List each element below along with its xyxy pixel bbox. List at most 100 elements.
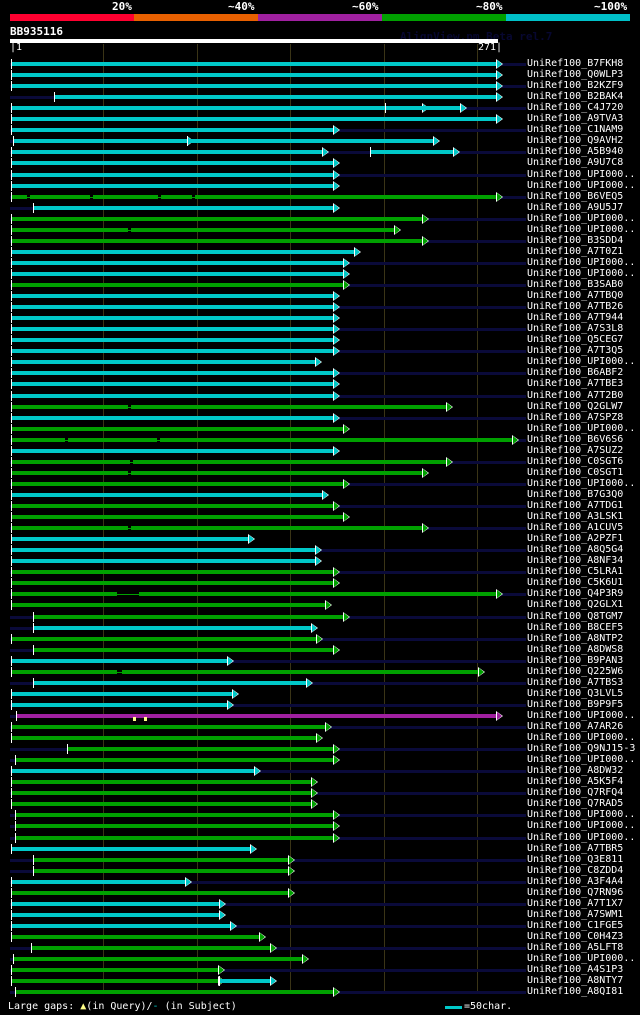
hit-label[interactable]: UniRef100_A7SPZ8 xyxy=(527,412,624,423)
hit-label[interactable]: UniRef100_B9P9F5 xyxy=(527,699,624,710)
hit-row[interactable]: UniRef100_B6ABF2 xyxy=(0,367,640,379)
hit-row[interactable]: UniRef100_UPI000.. xyxy=(0,809,640,821)
hit-label[interactable]: UniRef100_A8QI81 xyxy=(527,986,624,997)
hit-row[interactable]: UniRef100_A7T1X7 xyxy=(0,898,640,910)
hit-label[interactable]: UniRef100_UPI000.. xyxy=(527,268,636,279)
hit-row[interactable]: UniRef100_A1CUV5 xyxy=(0,522,640,534)
hit-row[interactable]: UniRef100_Q5CEG7 xyxy=(0,334,640,346)
hit-label[interactable]: UniRef100_UPI000.. xyxy=(527,832,636,843)
hit-row[interactable]: UniRef100_Q8TGM7 xyxy=(0,611,640,623)
hit-label[interactable]: UniRef100_A7T0Z1 xyxy=(527,246,624,257)
hit-label[interactable]: UniRef100_A3F4A4 xyxy=(527,876,624,887)
hit-label[interactable]: UniRef100_UPI000.. xyxy=(527,732,636,743)
hit-label[interactable]: UniRef100_C1NAM9 xyxy=(527,124,624,135)
hit-label[interactable]: UniRef100_A5LFT8 xyxy=(527,942,624,953)
hit-row[interactable]: UniRef100_A7T944 xyxy=(0,312,640,324)
hit-row[interactable]: UniRef100_C5LRA1 xyxy=(0,566,640,578)
hit-row[interactable]: UniRef100_UPI000.. xyxy=(0,820,640,832)
hit-row[interactable]: UniRef100_B6V6S6 xyxy=(0,434,640,446)
hit-row[interactable]: UniRef100_A7SUZ2 xyxy=(0,445,640,457)
hit-row[interactable]: UniRef100_A7AR26 xyxy=(0,721,640,733)
hit-row[interactable]: UniRef100_A8Q5G4 xyxy=(0,544,640,556)
hit-label[interactable]: UniRef100_UPI000.. xyxy=(527,953,636,964)
hit-row[interactable]: UniRef100_C0H4Z3 xyxy=(0,931,640,943)
hit-row[interactable]: UniRef100_A7SWM1 xyxy=(0,909,640,921)
hit-label[interactable]: UniRef100_UPI000.. xyxy=(527,180,636,191)
hit-label[interactable]: UniRef100_A7TBR5 xyxy=(527,843,624,854)
hit-row[interactable]: UniRef100_A3F4A4 xyxy=(0,876,640,888)
hit-label[interactable]: UniRef100_UPI000.. xyxy=(527,820,636,831)
hit-label[interactable]: UniRef100_Q4P3R9 xyxy=(527,588,624,599)
hit-row[interactable]: UniRef100_A7T2B0 xyxy=(0,390,640,402)
hit-row[interactable]: UniRef100_C5K6U1 xyxy=(0,577,640,589)
hit-row[interactable]: UniRef100_A7TBS3 xyxy=(0,677,640,689)
hit-row[interactable]: UniRef100_UPI000.. xyxy=(0,754,640,766)
hit-label[interactable]: UniRef100_A8NF34 xyxy=(527,555,624,566)
hit-label[interactable]: UniRef100_A2PZF1 xyxy=(527,533,624,544)
hit-row[interactable]: UniRef100_B9P9F5 xyxy=(0,699,640,711)
hit-label[interactable]: UniRef100_B7G3Q0 xyxy=(527,489,624,500)
hit-label[interactable]: UniRef100_C8ZDD4 xyxy=(527,865,624,876)
hit-row[interactable]: UniRef100_A3LSK1 xyxy=(0,511,640,523)
hit-label[interactable]: UniRef100_A7T1X7 xyxy=(527,898,624,909)
hit-label[interactable]: UniRef100_A7T2B0 xyxy=(527,390,624,401)
hit-row[interactable]: UniRef100_A5B940 xyxy=(0,146,640,158)
hit-row[interactable]: UniRef100_Q3LVL5 xyxy=(0,688,640,700)
hit-label[interactable]: UniRef100_A7TB26 xyxy=(527,301,624,312)
hit-label[interactable]: UniRef100_UPI000.. xyxy=(527,257,636,268)
hit-row[interactable]: UniRef100_A5LFT8 xyxy=(0,942,640,954)
hit-row[interactable]: UniRef100_B8CEF5 xyxy=(0,622,640,634)
hit-label[interactable]: UniRef100_C0H4Z3 xyxy=(527,931,624,942)
hit-label[interactable]: UniRef100_UPI000.. xyxy=(527,710,636,721)
hit-row[interactable]: UniRef100_A8NTY7 xyxy=(0,975,640,987)
hit-label[interactable]: UniRef100_A8DWS8 xyxy=(527,644,624,655)
hit-row[interactable]: UniRef100_B9PAN3 xyxy=(0,655,640,667)
hit-label[interactable]: UniRef100_A5B940 xyxy=(527,146,624,157)
hit-row[interactable]: UniRef100_Q7RAD5 xyxy=(0,798,640,810)
hit-label[interactable]: UniRef100_B7FKH8 xyxy=(527,58,624,69)
hit-label[interactable]: UniRef100_UPI000.. xyxy=(527,169,636,180)
hit-label[interactable]: UniRef100_A7T944 xyxy=(527,312,624,323)
hit-label[interactable]: UniRef100_A7TBQ0 xyxy=(527,290,624,301)
hit-row[interactable]: UniRef100_UPI000.. xyxy=(0,224,640,236)
hit-label[interactable]: UniRef100_Q7RAD5 xyxy=(527,798,624,809)
hit-row[interactable]: UniRef100_B7G3Q0 xyxy=(0,489,640,501)
hit-label[interactable]: UniRef100_Q9AVH2 xyxy=(527,135,624,146)
hit-label[interactable]: UniRef100_A8DW32 xyxy=(527,765,624,776)
hit-row[interactable]: UniRef100_C4J720 xyxy=(0,102,640,114)
hit-row[interactable]: UniRef100_Q0WLP3 xyxy=(0,69,640,81)
hit-row[interactable]: UniRef100_UPI000.. xyxy=(0,953,640,965)
hit-label[interactable]: UniRef100_Q2GLW7 xyxy=(527,401,624,412)
hit-row[interactable]: UniRef100_UPI000.. xyxy=(0,180,640,192)
hit-row[interactable]: UniRef100_A8DW32 xyxy=(0,765,640,777)
hit-label[interactable]: UniRef100_B6VEQ5 xyxy=(527,191,624,202)
hit-row[interactable]: UniRef100_A2PZF1 xyxy=(0,533,640,545)
hit-label[interactable]: UniRef100_A3LSK1 xyxy=(527,511,624,522)
hit-row[interactable]: UniRef100_B7FKH8 xyxy=(0,58,640,70)
hit-row[interactable]: UniRef100_C0SGT6 xyxy=(0,456,640,468)
hit-label[interactable]: UniRef100_Q0WLP3 xyxy=(527,69,624,80)
hit-label[interactable]: UniRef100_Q7RN96 xyxy=(527,887,624,898)
hit-row[interactable]: UniRef100_Q2GLX1 xyxy=(0,599,640,611)
hit-row[interactable]: UniRef100_A7TBE3 xyxy=(0,378,640,390)
hit-label[interactable]: UniRef100_Q9NJ15-3 xyxy=(527,743,636,754)
hit-row[interactable]: UniRef100_UPI000.. xyxy=(0,268,640,280)
hit-label[interactable]: UniRef100_A5K5F4 xyxy=(527,776,624,787)
hit-row[interactable]: UniRef100_UPI000.. xyxy=(0,732,640,744)
hit-row[interactable]: UniRef100_B6VEQ5 xyxy=(0,191,640,203)
hit-label[interactable]: UniRef100_A9TVA3 xyxy=(527,113,624,124)
hit-row[interactable]: UniRef100_C0SGT1 xyxy=(0,467,640,479)
hit-label[interactable]: UniRef100_A7S3L8 xyxy=(527,323,624,334)
hit-row[interactable]: UniRef100_UPI000.. xyxy=(0,356,640,368)
hit-row[interactable]: UniRef100_A7TBQ0 xyxy=(0,290,640,302)
hit-label[interactable]: UniRef100_C5LRA1 xyxy=(527,566,624,577)
hit-row[interactable]: UniRef100_A7T3Q5 xyxy=(0,345,640,357)
hit-row[interactable]: UniRef100_Q7RN96 xyxy=(0,887,640,899)
hit-label[interactable]: UniRef100_UPI000.. xyxy=(527,423,636,434)
hit-label[interactable]: UniRef100_UPI000.. xyxy=(527,478,636,489)
hit-label[interactable]: UniRef100_A8NTY7 xyxy=(527,975,624,986)
hit-row[interactable]: UniRef100_Q9AVH2 xyxy=(0,135,640,147)
hit-label[interactable]: UniRef100_B3SAB0 xyxy=(527,279,624,290)
hit-label[interactable]: UniRef100_C5K6U1 xyxy=(527,577,624,588)
hit-row[interactable]: UniRef100_A8NTP2 xyxy=(0,633,640,645)
